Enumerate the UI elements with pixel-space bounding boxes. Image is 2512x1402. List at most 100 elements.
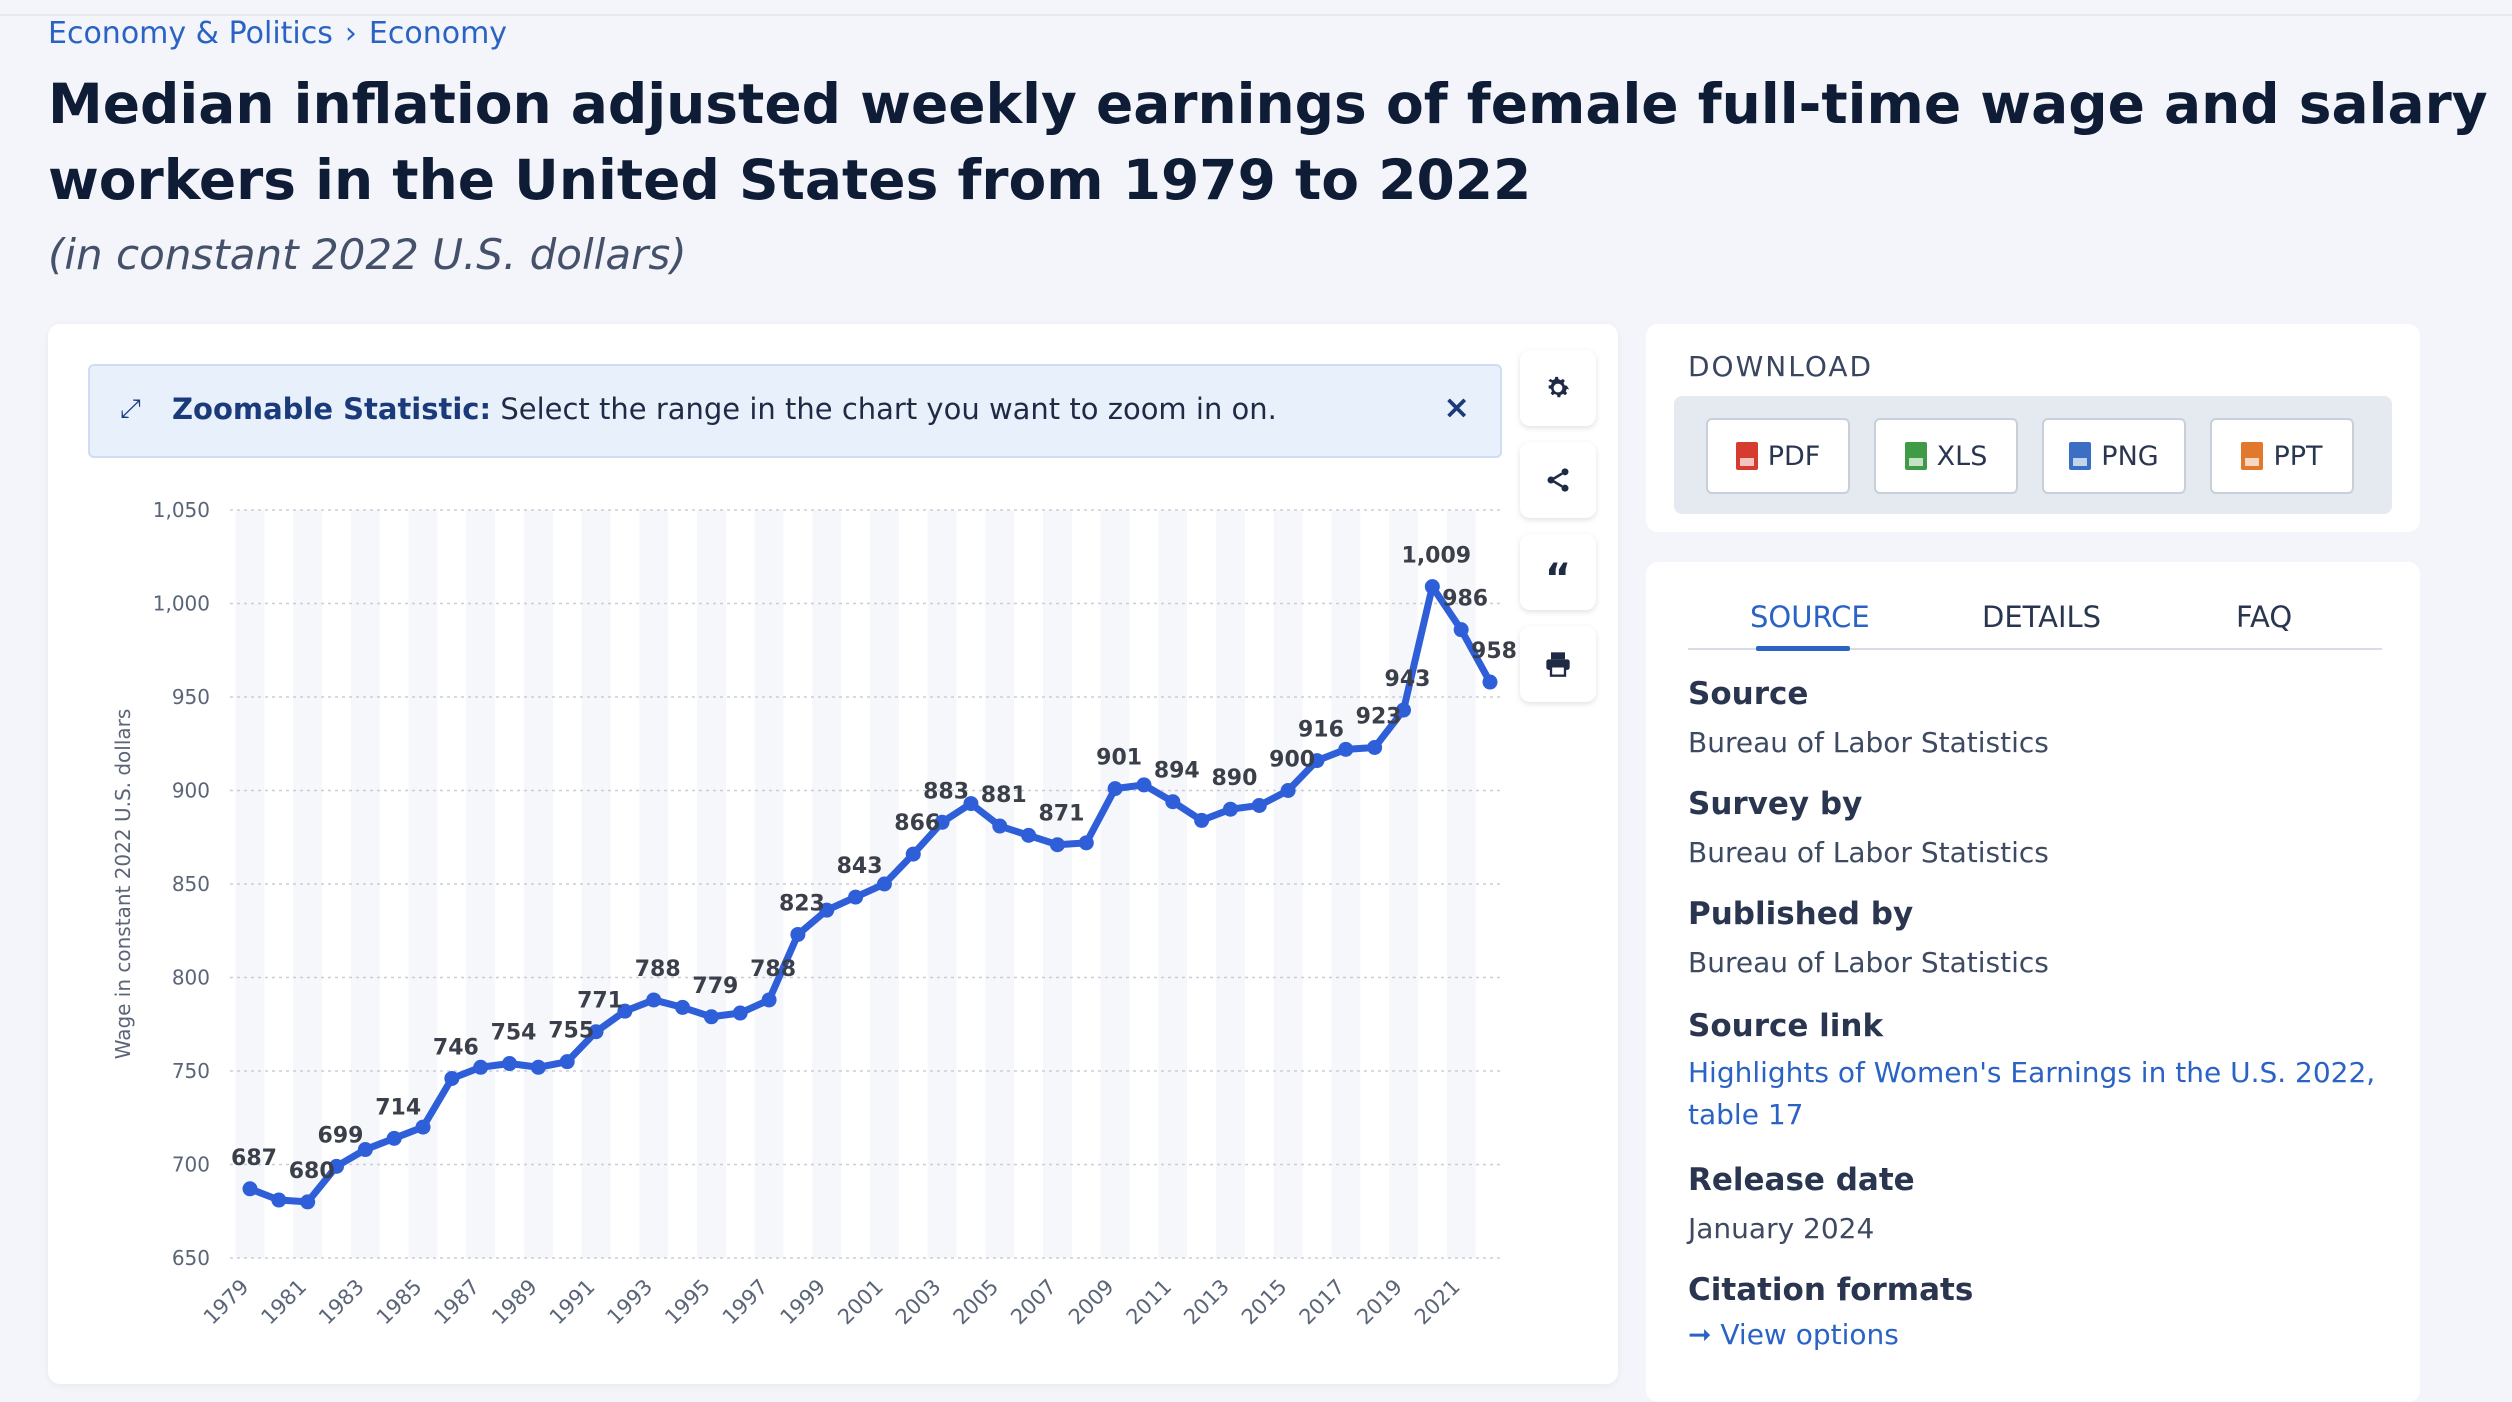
x-tick-label: 2021 <box>1410 1275 1465 1330</box>
x-tick-label: 2013 <box>1179 1275 1234 1330</box>
download-card: DOWNLOAD PDF XLS PNG PPT <box>1646 324 2420 532</box>
print-button[interactable] <box>1520 626 1596 702</box>
data-point <box>1338 741 1354 757</box>
data-label: 746 <box>433 1035 479 1060</box>
breadcrumb-link-economy[interactable]: Economy <box>368 16 508 51</box>
data-point <box>559 1054 575 1070</box>
y-tick-label: 950 <box>172 685 210 709</box>
data-label: 714 <box>375 1095 421 1120</box>
line-chart[interactable]: 650 700 750 800 850 900 950 1,000 1,050 Wage in c… <box>100 480 1520 1360</box>
data-point <box>1309 753 1325 769</box>
source-label: Source <box>1688 676 1809 712</box>
data-label: 680 <box>289 1159 335 1184</box>
view-options-link[interactable]: ➞ View options <box>1688 1314 2388 1356</box>
download-ppt-button[interactable]: PPT <box>2210 418 2354 494</box>
data-point <box>357 1142 373 1158</box>
y-tick-label: 700 <box>172 1153 210 1177</box>
breadcrumb-separator: › <box>344 16 357 51</box>
x-tick-label: 1995 <box>660 1275 715 1330</box>
data-label: 901 <box>1096 746 1142 771</box>
data-point <box>848 889 864 905</box>
data-point <box>1424 579 1440 595</box>
data-label: 986 <box>1442 587 1488 612</box>
published-label: Published by <box>1688 896 1914 932</box>
tab-divider <box>1688 648 2382 650</box>
data-label: 754 <box>491 1021 537 1046</box>
data-point <box>876 876 892 892</box>
data-point <box>473 1059 489 1075</box>
download-tray: PDF XLS PNG PPT <box>1674 396 2392 514</box>
zoom-banner: ⤢ Zoomable Statistic: Select the range i… <box>88 364 1502 458</box>
download-pdf-button[interactable]: PDF <box>1706 418 1850 494</box>
zoom-banner-text: Zoomable Statistic: Select the range in … <box>172 392 1277 426</box>
data-point <box>1078 835 1094 851</box>
download-xls-button[interactable]: XLS <box>1874 418 2018 494</box>
release-date-label: Release date <box>1688 1162 1915 1198</box>
published-value: Bureau of Labor Statistics <box>1688 946 2049 979</box>
x-tick-label: 2011 <box>1122 1275 1177 1330</box>
data-point <box>905 846 921 862</box>
source-value: Bureau of Labor Statistics <box>1688 726 2049 759</box>
data-label: 788 <box>635 957 681 982</box>
data-point <box>530 1059 546 1075</box>
data-point <box>1453 622 1469 638</box>
data-label: 699 <box>318 1123 364 1148</box>
y-tick-label: 650 <box>172 1246 210 1270</box>
data-point <box>1222 801 1238 817</box>
data-label: 923 <box>1356 704 1402 729</box>
breadcrumb-link-economy-politics[interactable]: Economy & Politics <box>48 16 333 51</box>
data-point <box>502 1056 518 1072</box>
x-tick-label: 1991 <box>545 1275 600 1330</box>
x-tick-label: 1989 <box>487 1275 542 1330</box>
data-label: 779 <box>692 974 738 999</box>
x-tick-label: 2001 <box>833 1275 888 1330</box>
download-pdf-label: PDF <box>1767 440 1821 472</box>
y-tick-label: 900 <box>172 779 210 803</box>
y-tick-label: 750 <box>172 1059 210 1083</box>
data-point <box>1107 781 1123 797</box>
tab-source[interactable]: SOURCE <box>1750 600 1870 634</box>
y-axis-title: Wage in constant 2022 U.S. dollars <box>111 709 135 1060</box>
data-label: 894 <box>1154 759 1200 784</box>
data-point <box>761 992 777 1008</box>
png-file-icon <box>2069 442 2092 470</box>
tab-faq[interactable]: FAQ <box>2236 600 2293 634</box>
data-label: 916 <box>1298 718 1344 743</box>
tab-details[interactable]: DETAILS <box>1982 600 2102 634</box>
gear-icon <box>1548 376 1570 398</box>
data-point <box>675 999 691 1015</box>
x-tick-label: 1983 <box>314 1275 369 1330</box>
cite-button[interactable]: “ <box>1520 534 1596 610</box>
source-link[interactable]: Highlights of Women's Earnings in the U.… <box>1688 1056 2376 1131</box>
data-point <box>415 1119 431 1135</box>
data-point <box>1251 797 1267 813</box>
x-tick-label: 2005 <box>949 1275 1004 1330</box>
y-tick-label: 850 <box>172 872 210 896</box>
data-point <box>963 796 979 812</box>
share-button[interactable] <box>1520 442 1596 518</box>
download-png-button[interactable]: PNG <box>2042 418 2186 494</box>
x-tick-label: 1997 <box>718 1275 773 1330</box>
page-title: Median inflation adjusted weekly earning… <box>48 72 2488 212</box>
x-tick-label: 1999 <box>776 1275 831 1330</box>
data-point <box>1395 702 1411 718</box>
expand-icon: ⤢ <box>120 394 141 424</box>
x-tick-label: 2007 <box>1006 1275 1061 1330</box>
settings-button[interactable] <box>1520 350 1596 426</box>
x-tick-label: 2009 <box>1064 1275 1119 1330</box>
data-label: 771 <box>577 989 623 1014</box>
active-tab-indicator <box>1756 646 1850 651</box>
data-point <box>386 1130 402 1146</box>
close-icon[interactable]: × <box>1443 388 1470 426</box>
y-tick-label: 1,000 <box>153 592 210 616</box>
data-point <box>1165 794 1181 810</box>
data-point <box>790 926 806 942</box>
download-xls-label: XLS <box>1936 440 1988 472</box>
quote-icon: “ <box>1544 556 1572 602</box>
data-point <box>934 814 950 830</box>
page-subtitle: (in constant 2022 U.S. dollars) <box>48 230 687 279</box>
data-label: 788 <box>750 957 796 982</box>
data-point <box>588 1024 604 1040</box>
breadcrumb: Economy & Politics › Economy <box>48 16 507 51</box>
data-label: 687 <box>231 1146 277 1171</box>
